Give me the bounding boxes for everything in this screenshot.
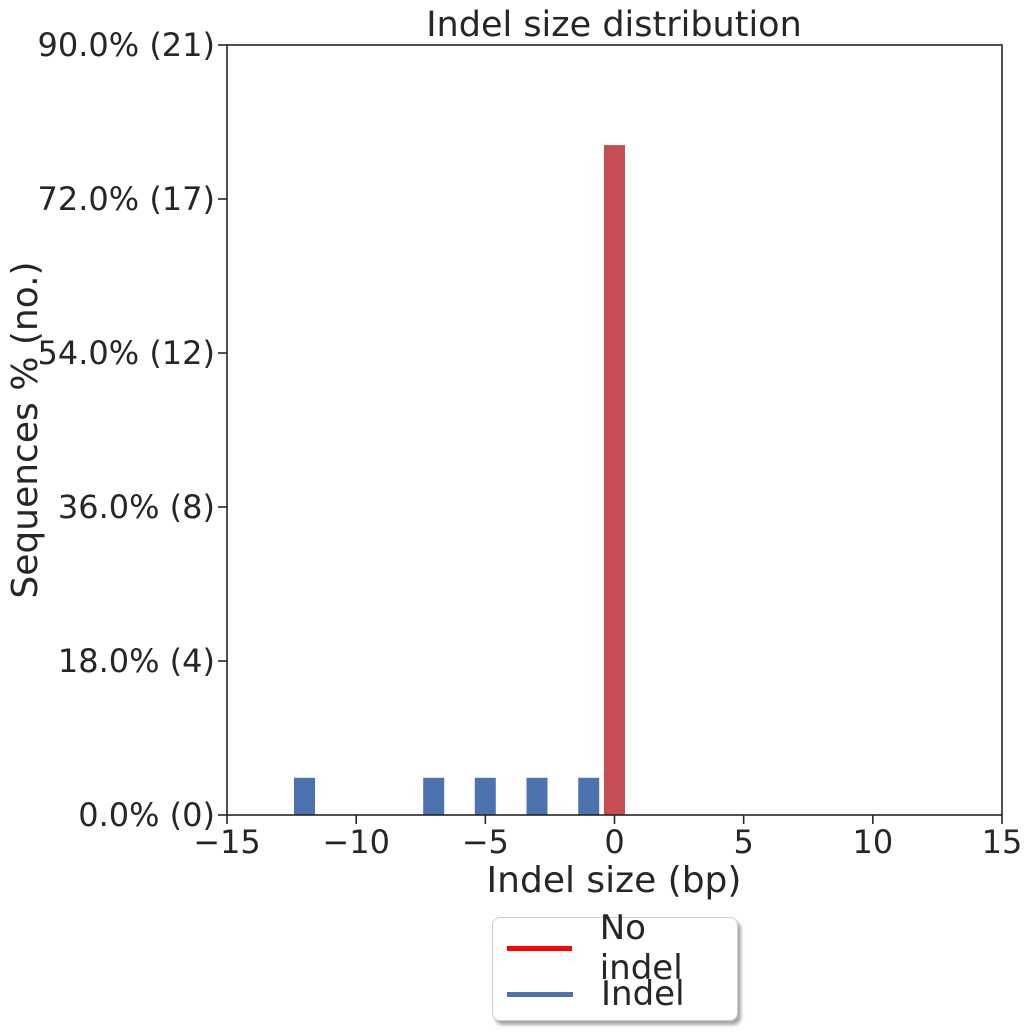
ticks-group: −15 −10 −5 0 5 10 15 0.0% (0) 18.0% (4) 36.0% (8)… [37, 26, 1022, 861]
y-tick-label: 54.0% (12) [37, 334, 215, 372]
y-tick-label: 90.0% (21) [37, 26, 215, 64]
x-tick-label: −15 [193, 823, 261, 861]
bar-no-indel-0 [604, 145, 625, 816]
chart-title: Indel size distribution [426, 5, 802, 45]
x-tick-label: 15 [982, 823, 1023, 861]
x-tick-label: 5 [733, 823, 753, 861]
x-tick-label: −10 [322, 823, 390, 861]
y-tick-label: 0.0% (0) [78, 796, 215, 834]
legend-swatch-no-indel [507, 945, 572, 951]
y-axis-label: Sequences % (no.) [5, 261, 46, 598]
legend-label-indel: Indel [601, 974, 685, 1014]
bar-indel-4 [578, 777, 600, 815]
bar-indel-3 [526, 777, 548, 815]
plot-frame [226, 44, 1003, 816]
x-tick-label: −5 [462, 823, 509, 861]
legend-item-no-indel: No indel [507, 908, 737, 988]
legend: No indel Indel [492, 908, 738, 1021]
x-tick-label: 0 [604, 823, 624, 861]
y-tick-label: 72.0% (17) [37, 180, 215, 218]
x-axis-label: Indel size (bp) [487, 860, 742, 901]
bar-indel-2 [474, 777, 496, 815]
y-tick-label: 18.0% (4) [58, 642, 215, 680]
legend-swatch-indel [507, 991, 573, 997]
legend-label-no-indel: No indel [599, 908, 683, 988]
x-tick-label: 10 [852, 823, 893, 861]
bar-indel-0 [294, 777, 315, 815]
bars-group [294, 145, 625, 816]
legend-item-indel: Indel [507, 974, 685, 1014]
bar-indel-1 [423, 777, 445, 815]
y-tick-label: 36.0% (8) [58, 488, 215, 526]
